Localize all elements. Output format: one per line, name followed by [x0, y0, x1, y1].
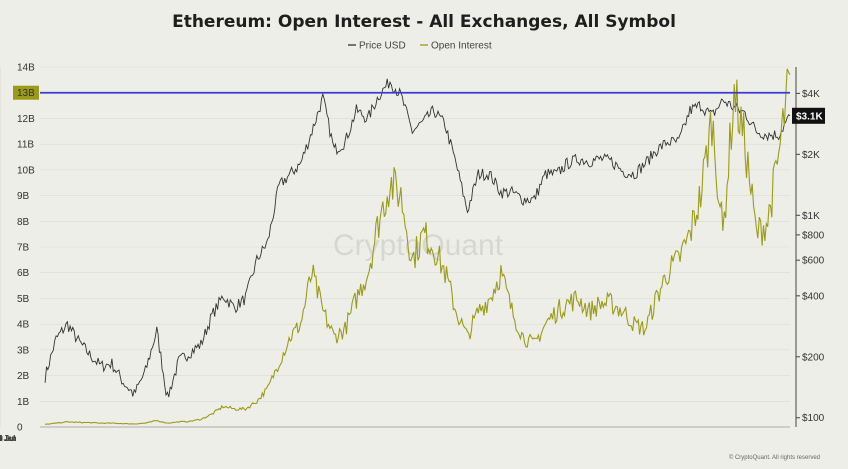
left-tick-label: 9B [17, 191, 30, 202]
left-tick: 10B [17, 165, 35, 176]
right-axis: $100 $200 $400 $600 $800 $1K $2K $4K [795, 67, 825, 427]
left-tick: 1B [17, 397, 30, 408]
left-tick-label: 2B [17, 371, 30, 382]
left-tick-label: 5B [17, 294, 30, 305]
current-price-badge: $3.1K [792, 107, 825, 124]
left-tick-label: 0 [17, 423, 23, 434]
right-tick-label: $800 [802, 230, 825, 241]
left-tick: 0 [17, 423, 23, 434]
legend-open-interest-label[interactable]: Open Interest [431, 41, 492, 52]
left-tick: 5B [17, 294, 30, 305]
series-layer [44, 68, 791, 425]
left-tick-label: 10B [17, 165, 35, 176]
left-tick: 2B [17, 371, 30, 382]
left-tick: 13B [13, 85, 39, 100]
left-tick: 11B [17, 140, 34, 151]
grid [0, 66, 790, 428]
x-tick-label: 2022 Jan [0, 434, 16, 443]
left-tick: 9B [17, 191, 30, 202]
legend: Price USD Open Interest [348, 41, 492, 52]
right-tick-label: $200 [802, 352, 825, 363]
left-tick: 4B [17, 320, 30, 331]
right-tick-label: $400 [802, 291, 825, 302]
left-tick-highlight [13, 85, 39, 100]
overlay: $3.1K [40, 91, 825, 428]
left-tick: 12B [17, 114, 35, 125]
left-tick-label: 6B [17, 268, 30, 279]
left-axis: 0 1B 2B 3B 4B 5B 6B 7B 8B 9B 10B 11B 12B 13B 14B [13, 63, 39, 434]
right-tick-label: $1K [802, 211, 820, 222]
left-tick: 7B [17, 243, 30, 254]
x-tick-label: 2022 Jul [0, 434, 15, 443]
left-tick-label: 12B [17, 114, 35, 125]
x-tick-label: 2024 Jan [0, 434, 16, 443]
x-tick-label: 2024 Jul [0, 434, 15, 443]
right-tick-label: $100 [802, 413, 825, 424]
current-price-label: $3.1K [796, 111, 823, 122]
left-tick: 6B [17, 268, 30, 279]
copyright: © CryptoQuant. All rights reserved [729, 454, 820, 461]
left-tick-label: 4B [17, 320, 30, 331]
left-tick-label: 8B [17, 217, 30, 228]
x-tick-label: 2021 Jan [0, 434, 16, 443]
right-tick-label: $4K [802, 89, 820, 100]
left-tick: 8B [17, 217, 30, 228]
left-tick-label: 13B [17, 88, 35, 99]
price-series-line [44, 78, 791, 398]
x-tick-label: 2023 Jan [0, 434, 16, 443]
left-tick-label: 7B [17, 243, 30, 254]
left-tick: 3B [17, 345, 30, 356]
chart-title: Ethereum: Open Interest - All Exchanges,… [172, 12, 676, 32]
x-tick-label: 2020 Jan [0, 434, 16, 443]
watermark: CryptoQuant [333, 229, 504, 262]
left-tick-label: 14B [17, 63, 35, 74]
x-tick-label: 2023 Jul [0, 434, 15, 443]
current-price-badge-bg [792, 107, 825, 124]
x-tick-label: 2021 Jul [0, 434, 15, 443]
left-tick-label: 3B [17, 345, 30, 356]
x-tick-label: 2020 Jul [0, 434, 15, 443]
right-tick-label: $2K [802, 150, 820, 161]
x-axis: 2019 Jul2020 Jan2020 Jul2021 Jan2021 Jul… [0, 434, 16, 443]
right-tick-label: $600 [802, 256, 825, 267]
x-tick-label: 2019 Jul [0, 434, 15, 443]
open-interest-series-line [44, 68, 791, 425]
left-tick: 14B [17, 63, 35, 74]
legend-price-label[interactable]: Price USD [359, 41, 406, 52]
left-tick-label: 1B [17, 397, 30, 408]
left-tick-label: 11B [17, 140, 34, 151]
